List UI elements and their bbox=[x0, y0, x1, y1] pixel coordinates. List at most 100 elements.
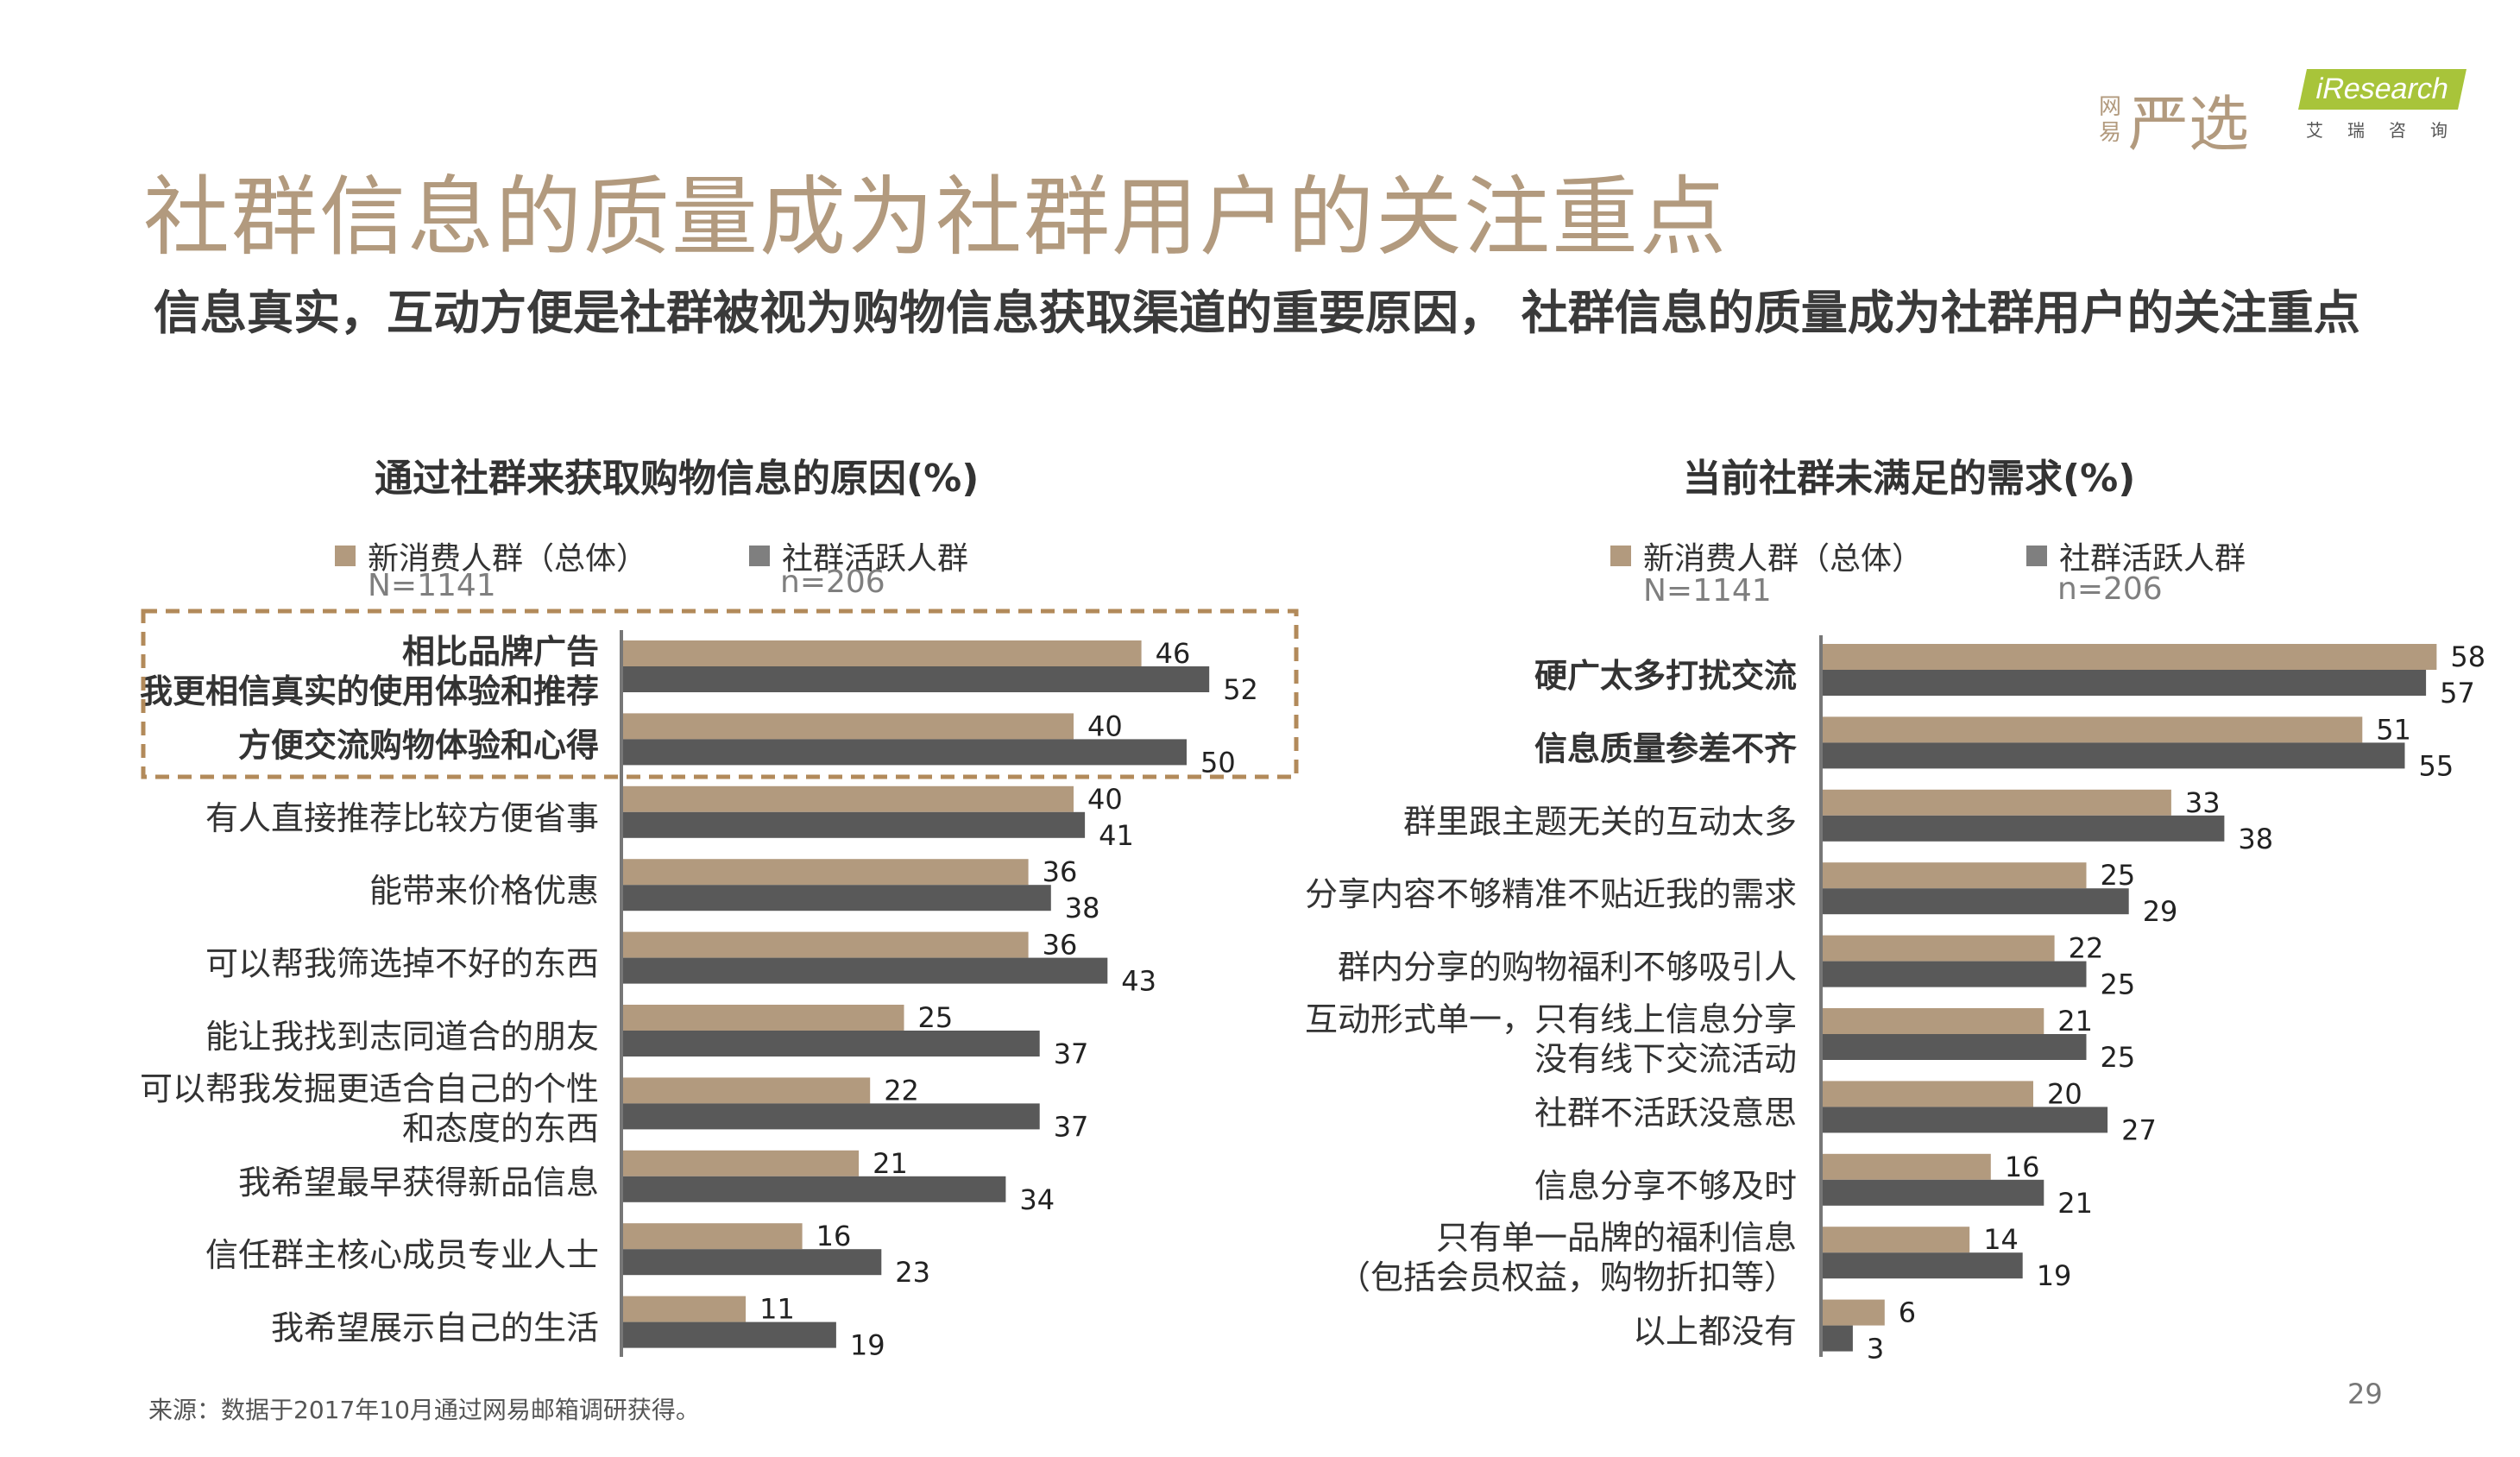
bar-series1 bbox=[621, 1296, 747, 1322]
left-legend-series1: 新消费人群（总体） bbox=[335, 533, 647, 578]
category-label: 以上都没有 bbox=[1633, 1313, 1797, 1351]
right-chart-title: 当前社群未满足的需求(%) bbox=[1683, 457, 2136, 501]
category-label: 和态度的东西 bbox=[402, 1109, 599, 1147]
bar-series2 bbox=[1821, 961, 2087, 987]
data-label-series2: 21 bbox=[2057, 1187, 2093, 1220]
legend-label-series2: 社群活跃人群 bbox=[782, 541, 969, 577]
page-title: 社群信息的质量成为社群用户的关注重点 bbox=[143, 167, 1728, 268]
category-label: 硬广太多打扰交流 bbox=[1534, 657, 1797, 695]
data-label-series1: 58 bbox=[2450, 640, 2485, 673]
data-label-series2: 34 bbox=[1019, 1183, 1055, 1216]
data-label-series2: 38 bbox=[2238, 823, 2273, 855]
bar-series1 bbox=[1821, 862, 2087, 889]
legend-swatch-series1 bbox=[1610, 546, 1631, 566]
data-label-series2: 57 bbox=[2440, 677, 2475, 710]
bar-series2 bbox=[1821, 815, 2225, 842]
bar-series1 bbox=[1821, 1153, 1991, 1180]
data-label-series2: 37 bbox=[1054, 1038, 1089, 1070]
category-label: 分享内容不够精准不贴近我的需求 bbox=[1305, 875, 1797, 913]
data-label-series2: 23 bbox=[895, 1256, 930, 1289]
category-label: 互动形式单一，只有线上信息分享 bbox=[1305, 1000, 1797, 1038]
data-label-series2: 38 bbox=[1065, 892, 1100, 924]
bar-series1 bbox=[621, 1223, 803, 1250]
bar-series2 bbox=[621, 1321, 836, 1348]
legend-swatch-series2 bbox=[2026, 546, 2047, 566]
right-legend-series1: 新消费人群（总体） bbox=[1610, 533, 1923, 578]
bar-series1 bbox=[1821, 1227, 1970, 1253]
data-label-series1: 20 bbox=[2047, 1077, 2082, 1110]
data-label-series2: 19 bbox=[2037, 1259, 2072, 1292]
category-label: 社群不活跃没意思 bbox=[1534, 1094, 1797, 1132]
category-label: 只有单一品牌的福利信息 bbox=[1436, 1219, 1797, 1257]
category-label: 信息质量参差不齐 bbox=[1534, 729, 1797, 767]
data-label-series2: 52 bbox=[1223, 673, 1258, 706]
data-label-series2: 3 bbox=[1867, 1333, 1884, 1366]
bar-series1 bbox=[1821, 644, 2437, 670]
category-label: 我希望展示自己的生活 bbox=[271, 1309, 599, 1347]
category-label: 有人直接推荐比较方便省事 bbox=[205, 799, 599, 837]
category-label: 方便交流购物体验和心得 bbox=[238, 726, 599, 764]
data-label-series2: 55 bbox=[2419, 749, 2454, 782]
bar-series2 bbox=[621, 1249, 882, 1276]
bar-series2 bbox=[1821, 742, 2405, 769]
category-label: 相比品牌广告 bbox=[402, 633, 599, 671]
data-label-series1: 22 bbox=[2069, 932, 2104, 965]
highlight-box bbox=[141, 609, 1299, 779]
data-label-series1: 14 bbox=[1983, 1223, 2019, 1256]
bar-series1 bbox=[1821, 1081, 2033, 1107]
legend-swatch-series2 bbox=[749, 546, 770, 566]
data-label-series2: 25 bbox=[2101, 968, 2136, 1001]
bar-series2 bbox=[621, 666, 1210, 692]
bar-series1 bbox=[621, 640, 1142, 666]
legend-swatch-series1 bbox=[335, 546, 356, 566]
data-label-series2: 41 bbox=[1099, 819, 1134, 852]
right-legend-series2: 社群活跃人群 bbox=[2026, 533, 2246, 578]
bar-series1 bbox=[621, 713, 1074, 740]
data-label-series1: 11 bbox=[759, 1293, 795, 1326]
bar-series2 bbox=[621, 811, 1086, 838]
legend-label-series1: 新消费人群（总体） bbox=[1643, 541, 1924, 577]
data-label-series1: 36 bbox=[1043, 855, 1078, 888]
data-label-series1: 36 bbox=[1043, 929, 1078, 962]
left-legend-n-series2: n=206 bbox=[780, 565, 885, 600]
bar-series2 bbox=[1821, 670, 2427, 696]
bar-series1 bbox=[1821, 716, 2363, 743]
bar-series2 bbox=[1821, 1252, 2023, 1279]
bar-series2 bbox=[1821, 1107, 2108, 1133]
bar-series1 bbox=[1821, 935, 2055, 962]
data-label-series1: 21 bbox=[873, 1147, 908, 1180]
bar-series1 bbox=[1821, 789, 2171, 816]
data-label-series2: 29 bbox=[2143, 895, 2178, 928]
data-label-series1: 25 bbox=[918, 1001, 954, 1034]
data-label-series1: 51 bbox=[2376, 713, 2411, 746]
data-label-series1: 16 bbox=[816, 1220, 852, 1252]
bar-series1 bbox=[1821, 1008, 2044, 1034]
left-legend-n-series1: N=1141 bbox=[368, 568, 496, 603]
bar-series2 bbox=[621, 1031, 1040, 1056]
page-subtitle: 信息真实，互动方便是社群被视为购物信息获取渠道的重要原因， 社群信息的质量成为社… bbox=[154, 286, 2360, 340]
bar-series1 bbox=[621, 1150, 860, 1176]
category-label: （包括会员权益，购物折扣等） bbox=[1338, 1258, 1797, 1296]
iresearch-logo-subtext: 艾瑞咨询 bbox=[2306, 120, 2472, 141]
right-legend-n-series2: n=206 bbox=[2057, 571, 2163, 607]
data-label-series2: 43 bbox=[1121, 965, 1156, 998]
bar-series2 bbox=[1821, 1325, 1853, 1352]
category-label: 我希望最早获得新品信息 bbox=[238, 1164, 599, 1202]
bar-series2 bbox=[621, 885, 1051, 911]
category-label: 信息分享不够及时 bbox=[1534, 1167, 1797, 1205]
category-label: 能带来价格优惠 bbox=[369, 872, 599, 910]
category-label: 群里跟主题无关的互动太多 bbox=[1403, 803, 1797, 841]
source-note: 来源：数据于2017年10月通过网易邮箱调研获得。 bbox=[148, 1396, 700, 1424]
category-label: 可以帮我发掘更适合自己的个性 bbox=[140, 1069, 599, 1107]
bar-series1 bbox=[621, 1077, 871, 1104]
bar-series2 bbox=[1821, 888, 2129, 915]
bar-series1 bbox=[621, 1005, 904, 1031]
bar-series1 bbox=[621, 785, 1074, 812]
netease-logo-small-text: 网易 bbox=[2098, 93, 2121, 146]
bar-series1 bbox=[621, 931, 1029, 958]
right-legend-n-series1: N=1141 bbox=[1643, 573, 1772, 609]
data-label-series1: 46 bbox=[1156, 637, 1191, 670]
bar-series2 bbox=[621, 739, 1187, 766]
category-label: 能让我找到志同道合的朋友 bbox=[205, 1018, 599, 1056]
